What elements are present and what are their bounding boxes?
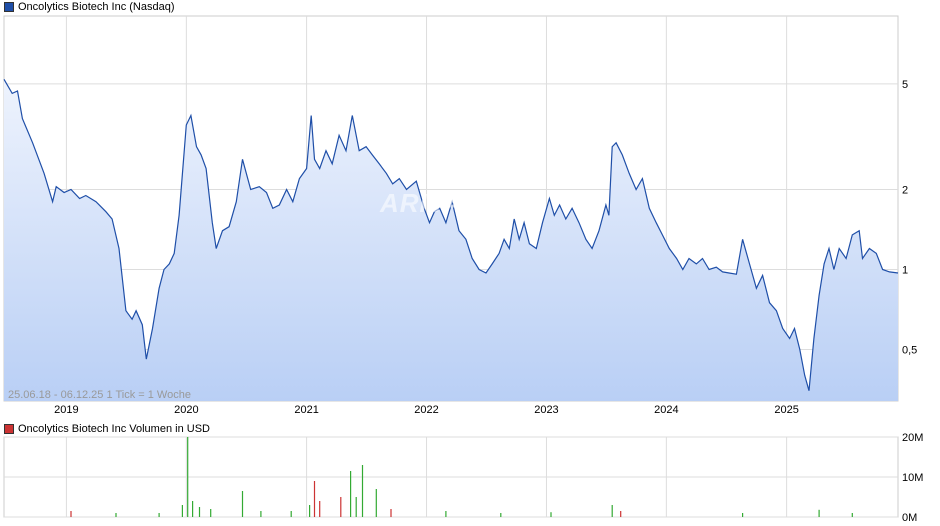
x-tick-label: 2021 [294,404,318,416]
volume-bar [350,471,352,517]
y-tick-label: 2 [902,185,908,197]
volume-bar [309,505,311,517]
volume-bar [181,505,183,517]
volume-bar [319,501,321,517]
volume-y-tick-label: 10M [902,472,923,484]
volume-y-tick-label: 20M [902,432,923,444]
x-tick-label: 2020 [174,404,198,416]
x-tick-label: 2023 [534,404,558,416]
volume-bar [313,481,316,517]
volume-bar [611,505,613,517]
volume-bar [445,511,447,517]
price-y-axis: 5 2 1 0,5 [902,79,917,357]
price-legend-label: Oncolytics Biotech Inc (Nasdaq) [18,1,175,13]
y-tick-label: 0,5 [902,345,917,357]
volume-bar [290,511,292,517]
volume-bar [500,513,502,517]
volume-legend: Oncolytics Biotech Inc Volumen in USD [4,422,210,436]
volume-bar [340,497,342,517]
volume-bar [620,511,622,517]
price-legend-swatch [4,2,14,12]
x-tick-label: 2022 [414,404,438,416]
volume-bar [158,513,160,517]
volume-bar [355,497,357,517]
volume-y-tick-label: 0M [902,512,917,524]
volume-bar [550,512,552,517]
volume-legend-label: Oncolytics Biotech Inc Volumen in USD [18,423,210,435]
price-area [4,79,898,402]
date-range-note: 25.06.18 - 06.12.25 1 Tick = 1 Woche [8,389,191,401]
volume-grid [4,436,898,518]
volume-bar [390,509,392,517]
volume-bar [851,513,853,517]
volume-bar [742,513,744,517]
volume-legend-swatch [4,424,14,434]
volume-bar [187,437,189,517]
y-tick-label: 5 [902,79,908,91]
volume-bar [70,511,72,517]
price-legend: Oncolytics Biotech Inc (Nasdaq) [4,0,175,14]
volume-bar [115,513,117,517]
price-line [3,78,899,391]
x-tick-label: 2019 [54,404,78,416]
watermark: ARIVA.DE [379,188,510,218]
x-axis: 2019 2020 2021 2022 2023 2024 2025 [54,404,799,416]
volume-bar [192,501,194,517]
y-tick-label: 1 [902,265,908,277]
x-tick-label: 2024 [654,404,678,416]
volume-bar [241,491,244,517]
volume-bar [198,507,201,517]
volume-bar [210,509,212,517]
volume-bar [818,509,820,517]
volume-bar [361,465,364,517]
volume-y-axis: 20M 10M 0M [902,432,923,524]
x-tick-label: 2025 [774,404,798,416]
volume-bar [260,511,262,517]
volume-bar [375,489,377,517]
volume-bars [70,437,853,517]
